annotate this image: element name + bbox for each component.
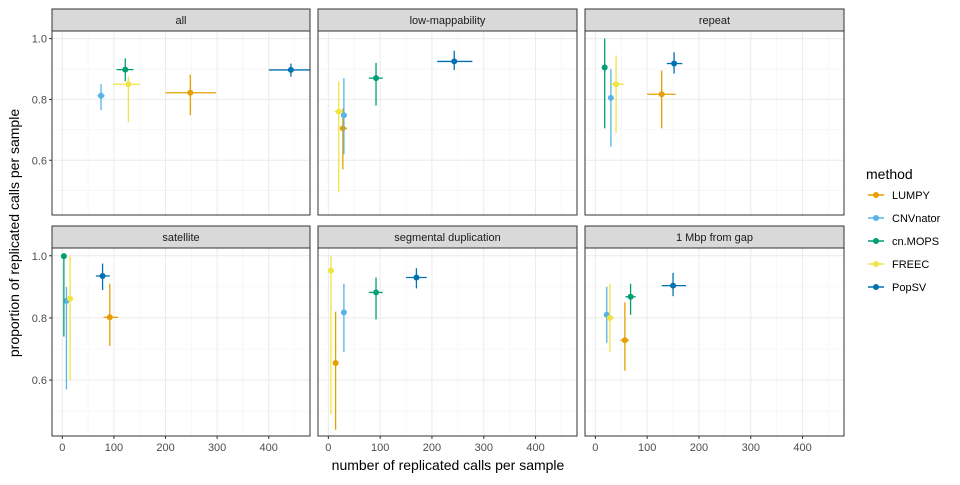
y-tick-label: 0.6 [32,375,47,387]
data-point-CNVnator [340,112,347,119]
legend-label: FREEC [892,259,929,271]
data-point-cn.MOPS [60,253,67,260]
x-tick-label: 400 [793,442,811,454]
x-tick-label: 100 [371,442,389,454]
x-tick-label: 200 [156,442,174,454]
x-tick-label: 100 [638,442,656,454]
data-point-LUMPY [106,314,113,321]
panel-border [584,30,845,216]
legend-label: cn.MOPS [892,236,939,248]
data-point-PopSV [413,274,420,281]
data-point-LUMPY [339,125,346,132]
panel-border [51,30,311,216]
x-tick-label: 300 [208,442,226,454]
data-point-LUMPY [658,91,665,98]
x-axis-title: number of replicated calls per sample [332,457,565,473]
facet-strip-label: segmental duplication [394,232,500,244]
legend-label: LUMPY [892,190,931,202]
y-tick-label: 0.6 [32,155,47,167]
x-tick-label: 100 [105,442,123,454]
panel-border [317,247,578,437]
data-point-PopSV [451,58,458,65]
legend-key-point [873,238,879,244]
data-point-PopSV [671,60,678,67]
data-point-cn.MOPS [373,289,380,296]
legend-key-point [873,261,879,267]
legend-label: PopSV [892,282,927,294]
data-point-cn.MOPS [122,66,129,73]
facet-strip-label: repeat [699,15,730,27]
data-point-PopSV [670,282,677,289]
data-point-LUMPY [187,89,194,96]
facet-strip-label: satellite [162,232,199,244]
data-point-FREEC [67,295,74,302]
data-point-FREEC [125,81,132,88]
y-axis-title: proportion of replicated calls per sampl… [6,109,22,357]
facet-strip-label: 1 Mbp from gap [676,232,753,244]
x-tick-label: 0 [592,442,598,454]
panel-border [317,30,578,216]
x-tick-label: 200 [690,442,708,454]
data-point-cn.MOPS [373,75,380,82]
data-point-PopSV [287,66,294,73]
panel-border [584,247,845,437]
legend-label: CNVnator [892,213,941,225]
x-tick-label: 300 [742,442,760,454]
facet-strip-label: all [175,15,186,27]
y-tick-label: 1.0 [32,34,47,46]
x-tick-label: 400 [526,442,544,454]
y-tick-label: 1.0 [32,251,47,263]
data-point-cn.MOPS [601,64,608,71]
data-point-LUMPY [621,337,628,344]
legend-key-point [873,215,879,221]
data-point-CNVnator [98,92,105,99]
x-tick-label: 200 [423,442,441,454]
y-tick-label: 0.8 [32,313,47,325]
data-point-FREEC [335,108,342,115]
data-point-CNVnator [340,309,347,316]
data-point-CNVnator [607,94,614,101]
panel-border [51,247,311,437]
facet-strip-label: low-mappability [410,15,486,27]
data-point-LUMPY [332,359,339,366]
x-tick-label: 400 [260,442,278,454]
data-point-FREEC [606,314,613,321]
x-tick-label: 0 [59,442,65,454]
legend-title: method [866,166,913,182]
data-point-FREEC [613,81,620,88]
data-point-cn.MOPS [627,293,634,300]
data-point-PopSV [99,272,106,279]
legend-key-point [873,284,879,290]
data-point-FREEC [327,267,334,274]
x-tick-label: 300 [475,442,493,454]
x-tick-label: 0 [325,442,331,454]
y-tick-label: 0.8 [32,94,47,106]
legend-key-point [873,192,879,198]
